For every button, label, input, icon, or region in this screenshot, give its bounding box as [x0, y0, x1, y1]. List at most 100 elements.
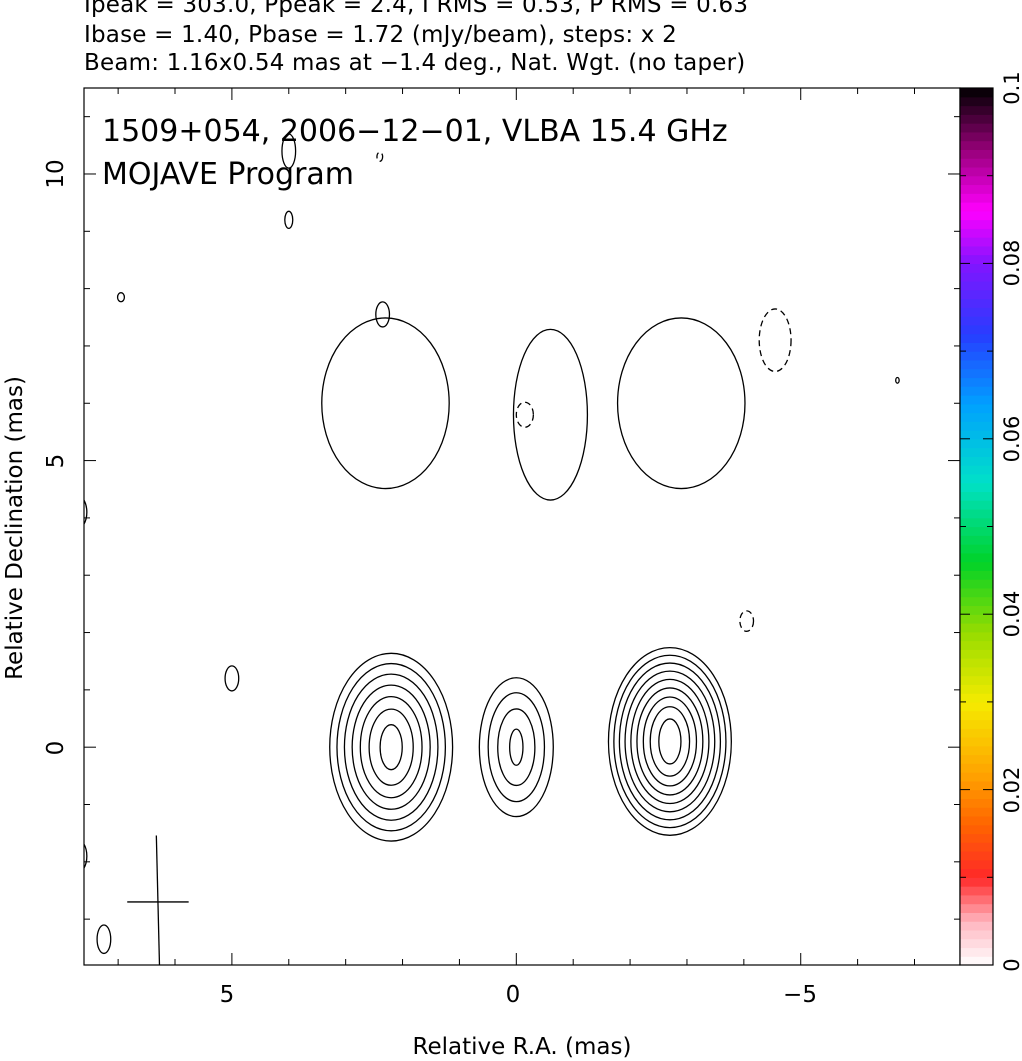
colorbar-segment	[960, 359, 993, 370]
contour-level	[329, 652, 454, 842]
colorbar-segment	[960, 842, 993, 852]
colorbar-segment	[960, 245, 993, 256]
colorbar-segment	[960, 649, 993, 659]
contour-negative	[515, 401, 535, 428]
colorbar-segment	[960, 693, 993, 703]
colorbar-segment	[960, 508, 993, 519]
colorbar-segment	[960, 88, 993, 98]
colorbar-segment	[960, 868, 993, 878]
colorbar-segment	[960, 158, 993, 168]
contour-level	[478, 677, 554, 818]
colorbar-segment	[960, 807, 993, 817]
contour-noise	[895, 376, 900, 384]
contour-level	[642, 696, 698, 787]
colorbar-segment	[960, 798, 993, 808]
colorbar-segment	[960, 850, 993, 861]
colorbar-tick-label-0.1: 0.1	[1000, 71, 1022, 104]
colorbar-segment	[960, 324, 993, 335]
colorbar-segment	[960, 210, 993, 221]
contour-negative	[758, 308, 792, 373]
contour-noise	[284, 210, 294, 230]
y-tick-label-10: 10	[43, 159, 69, 188]
contour-level	[351, 684, 431, 810]
colorbar-segment	[960, 500, 993, 510]
colorbar-segment	[960, 456, 993, 466]
colorbar-segment	[960, 272, 993, 282]
colorbar-segment	[960, 351, 993, 361]
contour-level	[658, 718, 682, 765]
colorbar-tick-label-0.04: 0.04	[1000, 591, 1022, 638]
colorbar-segment	[960, 333, 993, 343]
colorbar-segment	[960, 912, 993, 922]
colorbar-segment	[960, 298, 993, 308]
colorbar-segment	[960, 640, 993, 650]
colorbar-segment	[960, 658, 993, 668]
colorbar-tick-label-0: 0	[1000, 958, 1022, 971]
colorbar-segment	[960, 307, 993, 317]
colorbar-segment	[960, 824, 993, 835]
contour-level	[649, 706, 691, 777]
colorbar-segment	[960, 280, 993, 291]
x-axis-label: Relative R.A. (mas)	[413, 1034, 632, 1060]
colorbar-segment	[960, 219, 993, 229]
contour-noise	[281, 133, 297, 169]
colorbar-segment	[960, 263, 993, 273]
contour-noise	[224, 665, 240, 692]
colorbar-frame	[959, 87, 994, 966]
colorbar-segment	[960, 544, 993, 554]
colorbar-segment	[960, 386, 993, 396]
colorbar-segment	[960, 772, 993, 782]
colorbar-segment	[960, 438, 993, 449]
colorbar-segment	[960, 570, 993, 580]
colorbar-segment	[960, 815, 993, 826]
colorbar-segment	[960, 938, 993, 949]
colorbar-segment	[960, 403, 993, 414]
colorbar-segment	[960, 184, 993, 194]
colorbar-segment	[960, 675, 993, 685]
colorbar-segment	[960, 710, 993, 721]
x-tick-label-0: 0	[506, 982, 521, 1008]
colorbar-segment	[960, 833, 993, 843]
header-base-line: Ibase = 1.40, Pbase = 1.72 (mJy/beam), s…	[84, 22, 677, 48]
colorbar-segment	[960, 859, 993, 870]
colorbar-segment	[960, 754, 993, 764]
colorbar-segment	[960, 745, 993, 756]
contour-level	[613, 654, 727, 829]
axis-ticks	[84, 88, 960, 965]
colorbar-segment	[960, 140, 993, 150]
colorbar-segment	[960, 763, 993, 773]
colorbar-segment	[960, 123, 993, 133]
colorbar-segment	[960, 289, 993, 300]
contour-noise	[375, 301, 391, 328]
colorbar-segment	[960, 605, 993, 615]
colorbar-segment	[960, 684, 993, 694]
colorbar-segment	[960, 131, 993, 142]
y-tick-label-0: 0	[43, 741, 69, 756]
contour-noise	[376, 151, 384, 162]
colorbar-segment	[960, 631, 993, 642]
contour-level	[630, 678, 710, 805]
colorbar-segment	[960, 552, 993, 563]
colorbar-segment	[960, 254, 993, 264]
colorbar-segment	[960, 526, 993, 536]
colorbar-segment	[960, 728, 993, 738]
colorbar-segment	[960, 736, 993, 747]
colorbar-segment	[960, 377, 993, 387]
colorbar-segment	[960, 166, 993, 177]
contour-level	[379, 724, 403, 771]
contour-level	[636, 687, 704, 796]
contour-negative	[739, 610, 755, 632]
colorbar-segment	[960, 789, 993, 799]
colorbar-segment	[960, 614, 993, 624]
colorbar-segment	[960, 193, 993, 203]
colorbar-segment	[960, 780, 993, 791]
contour-level	[497, 708, 536, 787]
colorbar-segment	[960, 228, 993, 238]
contour-level	[321, 317, 450, 490]
colorbar-segment	[960, 666, 993, 677]
colorbar-segment	[960, 561, 993, 571]
colorbar-segment	[960, 587, 993, 598]
plot-title: 1509+054, 2006−12−01, VLBA 15.4 GHz	[102, 114, 728, 149]
colorbar-segment	[960, 877, 993, 887]
